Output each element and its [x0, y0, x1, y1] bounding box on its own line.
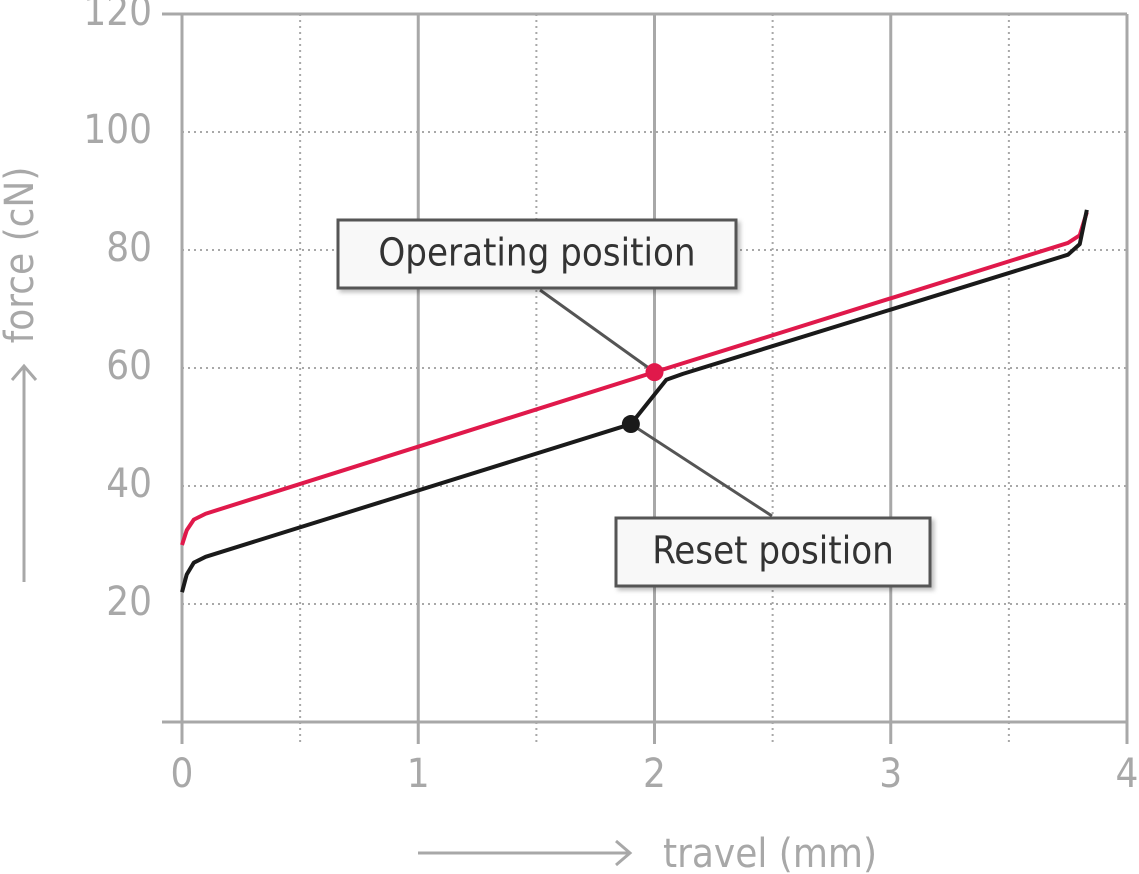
annotation-box: [614, 516, 932, 588]
y-tick-label: 60: [106, 343, 152, 389]
y-tick-label: 20: [106, 579, 152, 625]
y-tick-label: 120: [83, 0, 152, 35]
x-tick-label: 4: [1116, 751, 1139, 797]
x-tick-label: 1: [407, 751, 430, 797]
x-tick-label: 2: [643, 751, 666, 797]
y-tick-label: 100: [83, 107, 152, 153]
x-axis-label: travel (mm): [663, 831, 877, 874]
x-arrow-head: [615, 839, 633, 867]
marker: [645, 363, 664, 382]
leader-line: [630, 422, 773, 518]
x-tick-label: 0: [171, 751, 194, 797]
line-series: [180, 209, 1089, 593]
annotation-text: Operating position: [378, 231, 695, 275]
marker: [621, 415, 640, 434]
grid: 20 40 60 80 100 120 0 1 2 3 4: [83, 0, 1138, 797]
annotation-box: [336, 218, 738, 290]
x-tick-label: 3: [879, 751, 902, 797]
y-tick-label: 80: [106, 225, 152, 271]
annotations: Operating position Reset position: [336, 218, 932, 588]
line-series: [180, 211, 1089, 546]
plot: [180, 209, 1089, 593]
y-axis-label: force (cN): [0, 167, 43, 344]
y-arrow-head: [10, 363, 38, 381]
leader-line: [539, 288, 656, 374]
annotation-text: Reset position: [652, 529, 894, 573]
y-tick-label: 40: [106, 461, 152, 507]
